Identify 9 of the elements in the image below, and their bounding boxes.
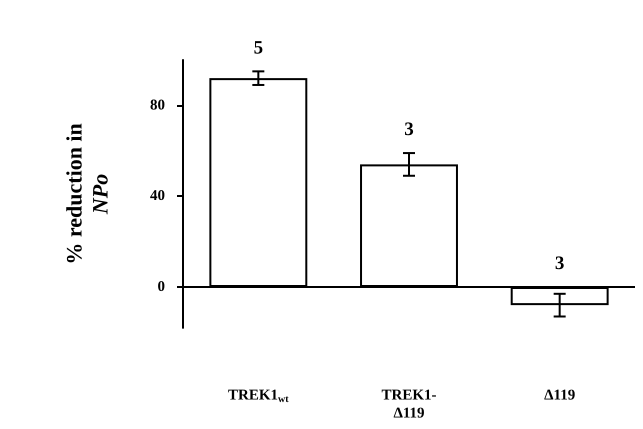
y-tick-label: 40 xyxy=(150,188,165,204)
annotation: 3 xyxy=(404,119,414,140)
x-tick-label: TREK1- Δ119 xyxy=(381,388,437,422)
y-tick-label: 0 xyxy=(158,278,165,295)
x-tick-label: Δ119 xyxy=(544,388,576,404)
annotation: 3 xyxy=(554,252,564,274)
annotation: 5 xyxy=(254,37,264,58)
y-axis-title: % reduction in NPo xyxy=(62,123,112,265)
y-tick-label: 80 xyxy=(150,97,165,114)
